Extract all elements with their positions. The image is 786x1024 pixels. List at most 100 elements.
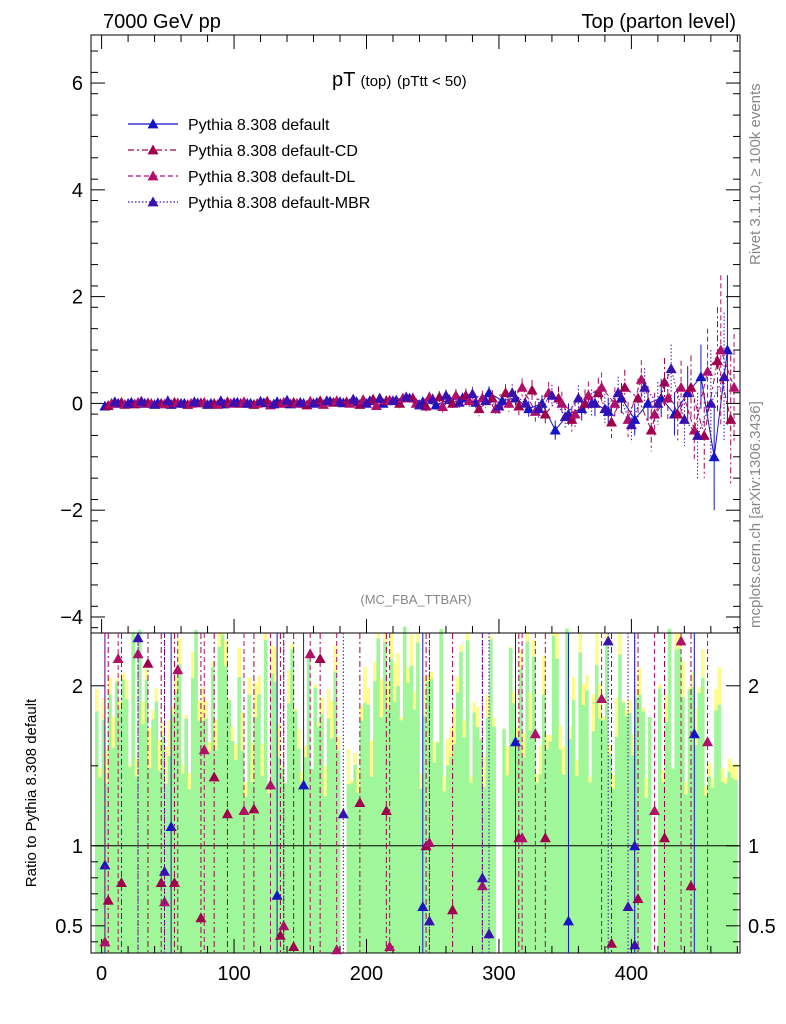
ratio-point-mbr [483,928,495,939]
ratio-band-green [346,784,351,953]
ratio-band-green [257,694,261,953]
ratio-band-green [734,779,738,953]
ratio-band-yellow [588,776,592,783]
data-point-mbr [599,403,611,414]
ratio-band-green [697,692,702,953]
header-left: 7000 GeV pp [103,11,221,33]
ratio-band-green [316,726,321,953]
ratio-band-yellow [681,660,685,698]
data-point-mbr [612,387,624,398]
ratio-band-yellow [108,677,112,695]
data-point-default [523,403,535,414]
ratio-band-yellow [376,633,381,639]
ratio-band-green [121,679,126,953]
ratio-band-green [459,651,463,953]
data-point-mbr [321,395,333,406]
ratio-band-green [171,714,175,953]
ratio-band-yellow [445,739,450,766]
main-y-tick-label: −2 [60,500,83,522]
legend-label-cd: Pythia 8.308 default-CD [188,143,358,160]
ratio-band-green [108,694,112,953]
data-point-mbr [241,397,253,408]
ratio-band-green [475,727,480,953]
ratio-band-yellow [641,707,645,712]
ratio-band-green [363,702,367,953]
ratio-band-yellow [277,724,281,758]
ratio-band-yellow [224,640,228,667]
ratio-band-green [624,716,629,953]
ratio-band-yellow [379,678,384,718]
data-point-mbr [440,389,452,400]
legend-label-default: Pythia 8.308 default [188,117,330,134]
ratio-band-yellow [462,720,467,738]
ratio-band-yellow [568,725,573,740]
data-point-default [509,392,521,403]
ratio-band-yellow [528,692,533,731]
ratio-band-green [310,768,314,953]
data-point-mbr [546,389,558,400]
ratio-band-yellow [293,708,298,711]
ratio-band-green [594,665,599,953]
ratio-band-yellow [151,710,155,720]
ratio-band-yellow [134,758,139,777]
ratio-point-mbr [602,635,614,646]
data-point-mbr [466,388,478,399]
ratio-band-green [439,628,443,953]
data-point-cd [645,424,657,435]
ratio-band-yellow [409,634,414,666]
data-point-dl [702,365,714,376]
ratio-band-green [412,709,417,953]
ratio-band-green [237,677,241,953]
ratio-band-green [134,776,139,953]
ratio-band-green [657,688,662,953]
data-point-cd [685,381,697,392]
data-point-mbr [572,392,584,403]
ratio-band-yellow [296,729,301,749]
ratio-point-cd [632,893,644,903]
data-point-mbr [188,396,200,407]
ratio-band-green [144,679,149,953]
ratio-band-green [561,774,566,953]
ratio-band-green [555,658,559,953]
ratio-band-green [207,751,212,953]
ratio-band-green [389,659,394,953]
ratio-band-yellow [250,742,255,783]
ratio-band-yellow [161,721,165,736]
ratio-band-green [306,658,311,953]
ratio-band-green [293,710,298,953]
ratio-band-green [479,739,483,953]
ratio-band-yellow [167,720,172,756]
data-point-cd [592,387,604,398]
ratio-band-green [694,745,698,953]
ratio-band-yellow [578,633,583,653]
ratio-band-yellow [290,643,294,650]
ratio-band-green [419,788,424,953]
ratio-band-yellow [346,748,351,785]
data-point-mbr [586,397,598,408]
ratio-band-yellow [436,741,440,743]
ratio-band-green [700,677,705,953]
ratio-band-green [631,755,636,953]
ratio-x-tick-label: 0 [96,963,107,985]
ratio-band-green [585,690,589,953]
data-point-dl [463,395,475,406]
ratio-band-green [369,776,374,953]
ratio-band-green [681,697,685,953]
ratio-band-yellow [419,773,424,789]
ratio-band-green [379,717,384,953]
ratio-band-green [432,762,437,953]
ratio-band-yellow [674,633,679,650]
ratio-point-cd [115,877,127,887]
ratio-point-cd [685,880,697,891]
ratio-band-yellow [452,707,457,745]
ratio-band-green [131,632,136,953]
ratio-x-tick-label: 300 [482,963,515,985]
ratio-band-green [157,770,162,953]
ratio-band-yellow [283,782,288,784]
ratio-band-yellow [356,768,361,793]
ratio-band-yellow [585,675,589,691]
ratio-point-cd [606,937,618,948]
ratio-band-green [230,740,235,953]
ratio-band-yellow [104,748,109,784]
ratio-band-green [409,665,414,953]
